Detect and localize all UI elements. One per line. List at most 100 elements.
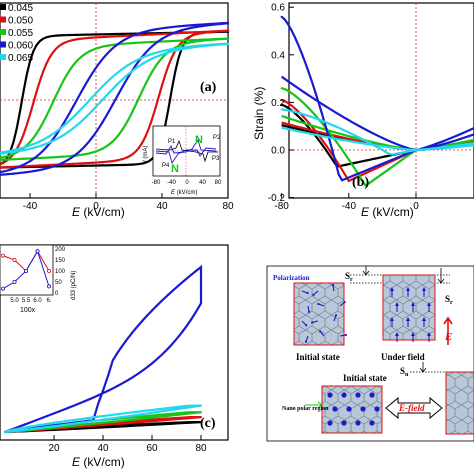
inset-c-blue-series-point	[47, 284, 52, 289]
unipolar-point-0.065	[4, 431, 6, 433]
random-dipole-head	[305, 324, 308, 327]
unipolar-point-0.055	[111, 420, 114, 423]
panel-b-frame	[288, 2, 474, 199]
unipolar-point-0.050	[111, 423, 114, 426]
legend-swatch	[0, 4, 6, 10]
strain-point-0.045	[361, 160, 364, 163]
strain-point-0.065	[367, 141, 370, 144]
strain-point-0.055	[300, 100, 303, 103]
unipolar-point-0.065	[170, 408, 173, 411]
strain-point-0.060	[381, 162, 384, 165]
legend-swatch	[0, 16, 6, 23]
point-0.045	[81, 164, 84, 167]
point-0.050	[91, 161, 94, 164]
unipolar-point-0.050	[190, 416, 193, 419]
strain-point-0.065	[341, 128, 344, 131]
point-0.060	[12, 172, 15, 175]
unipolar-point-0.060	[160, 299, 163, 302]
unipolar-point-0.065	[13, 430, 16, 433]
inset-a-xlabel-unit: (kV/cm)	[177, 190, 198, 196]
panel-b-xlabel: E (kV/cm)	[361, 205, 414, 219]
unipolar-point-0.060	[102, 389, 104, 392]
point-0.060	[2, 173, 5, 176]
unipolar-point-0.065	[102, 418, 104, 421]
point-0.055	[180, 43, 183, 46]
schematic-s-sub-2: r	[450, 300, 453, 306]
unipolar-point-0.065	[121, 415, 124, 418]
unipolar-point-0.065	[53, 425, 55, 428]
strain-point-0.055	[401, 158, 404, 161]
strain-point-0.065	[388, 152, 391, 155]
point-0.045	[61, 165, 65, 168]
point-0.045	[91, 164, 94, 167]
schematic-initial-arrows	[301, 283, 348, 343]
nano-polar-region-dot	[327, 420, 333, 426]
strain-point-0.050	[361, 173, 364, 176]
unipolar-point-0.065	[43, 426, 46, 429]
point-0.055	[61, 155, 65, 158]
nano-polar-region-dot	[341, 392, 347, 398]
strain-point-0.065	[307, 114, 310, 117]
unipolar-point-0.045	[170, 422, 173, 425]
y-tick-label: 0.2	[271, 98, 285, 109]
panel-a-xlabel-var: E	[72, 205, 81, 219]
point-0.060	[200, 25, 203, 28]
point-0.060	[180, 29, 183, 32]
strain-point-0.060	[401, 154, 404, 157]
point-0.055	[160, 56, 164, 60]
strain-point-0.065	[462, 143, 465, 146]
aligned-dipole-head	[411, 302, 415, 306]
aligned-dipole-head	[406, 287, 410, 291]
strain-point-0.065	[408, 150, 411, 153]
strain-point-0.060	[374, 165, 377, 168]
unipolar-point-0.060	[200, 266, 202, 268]
aligned-dipole-head	[406, 317, 410, 321]
schematic-efield-label: E-field	[398, 403, 425, 413]
strain-point-0.065	[401, 151, 404, 154]
random-dipole-head	[317, 302, 320, 306]
point-0.060	[101, 120, 104, 124]
schematic-s-sub-3: n	[405, 372, 409, 378]
strain-point-0.055	[388, 168, 391, 171]
inset-a-ylabel-var: I	[143, 160, 149, 162]
strain-point-0.060	[462, 131, 465, 134]
strain-point-0.055	[307, 106, 310, 109]
point-0.050	[220, 30, 223, 33]
random-dipole-head	[306, 291, 309, 295]
strain-point-0.060	[320, 112, 323, 115]
unipolar-point-0.060	[170, 290, 173, 293]
inset-a-mark-n-lower: N	[171, 163, 179, 175]
unipolar-point-0.055	[72, 424, 75, 427]
point-0.060	[151, 45, 154, 48]
unipolar-point-0.065	[151, 411, 153, 414]
inset-x-tick-label: 80	[215, 180, 222, 186]
strain-point-0.060	[300, 52, 303, 55]
unipolar-point-0.045	[102, 426, 104, 429]
schematic-s-label-2: Sr	[445, 294, 453, 306]
unipolar-point-0.060	[131, 331, 134, 334]
strain-point-0.045	[367, 158, 370, 161]
random-dipole-head	[304, 340, 308, 343]
point-0.050	[101, 161, 104, 164]
legend-label: 0.055	[8, 28, 33, 39]
unipolar-point-0.045	[190, 421, 193, 424]
strain-point-0.055	[361, 179, 364, 182]
point-0.055	[101, 147, 104, 150]
x-tick-label: 40	[97, 443, 109, 454]
strain-point-0.060	[307, 70, 310, 73]
unipolar-point-0.050	[82, 425, 85, 428]
schematic-arrow-sr	[437, 268, 445, 284]
strain-point-0.050	[287, 102, 290, 105]
strain-point-0.055	[374, 177, 377, 180]
point-0.050	[210, 30, 213, 33]
panel-b-xlabel-unit: (kV/cm)	[372, 205, 413, 219]
unipolar-point-0.055	[200, 411, 202, 414]
unipolar-point-0.050	[92, 424, 95, 427]
inset-c-y-tick-label: 100	[55, 269, 66, 275]
strain-point-0.045	[280, 103, 283, 106]
strain-point-0.065	[354, 134, 357, 137]
inset-c-red-series-point	[12, 257, 17, 262]
point-0.055	[52, 156, 55, 159]
nano-polar-region-dot	[360, 406, 366, 412]
